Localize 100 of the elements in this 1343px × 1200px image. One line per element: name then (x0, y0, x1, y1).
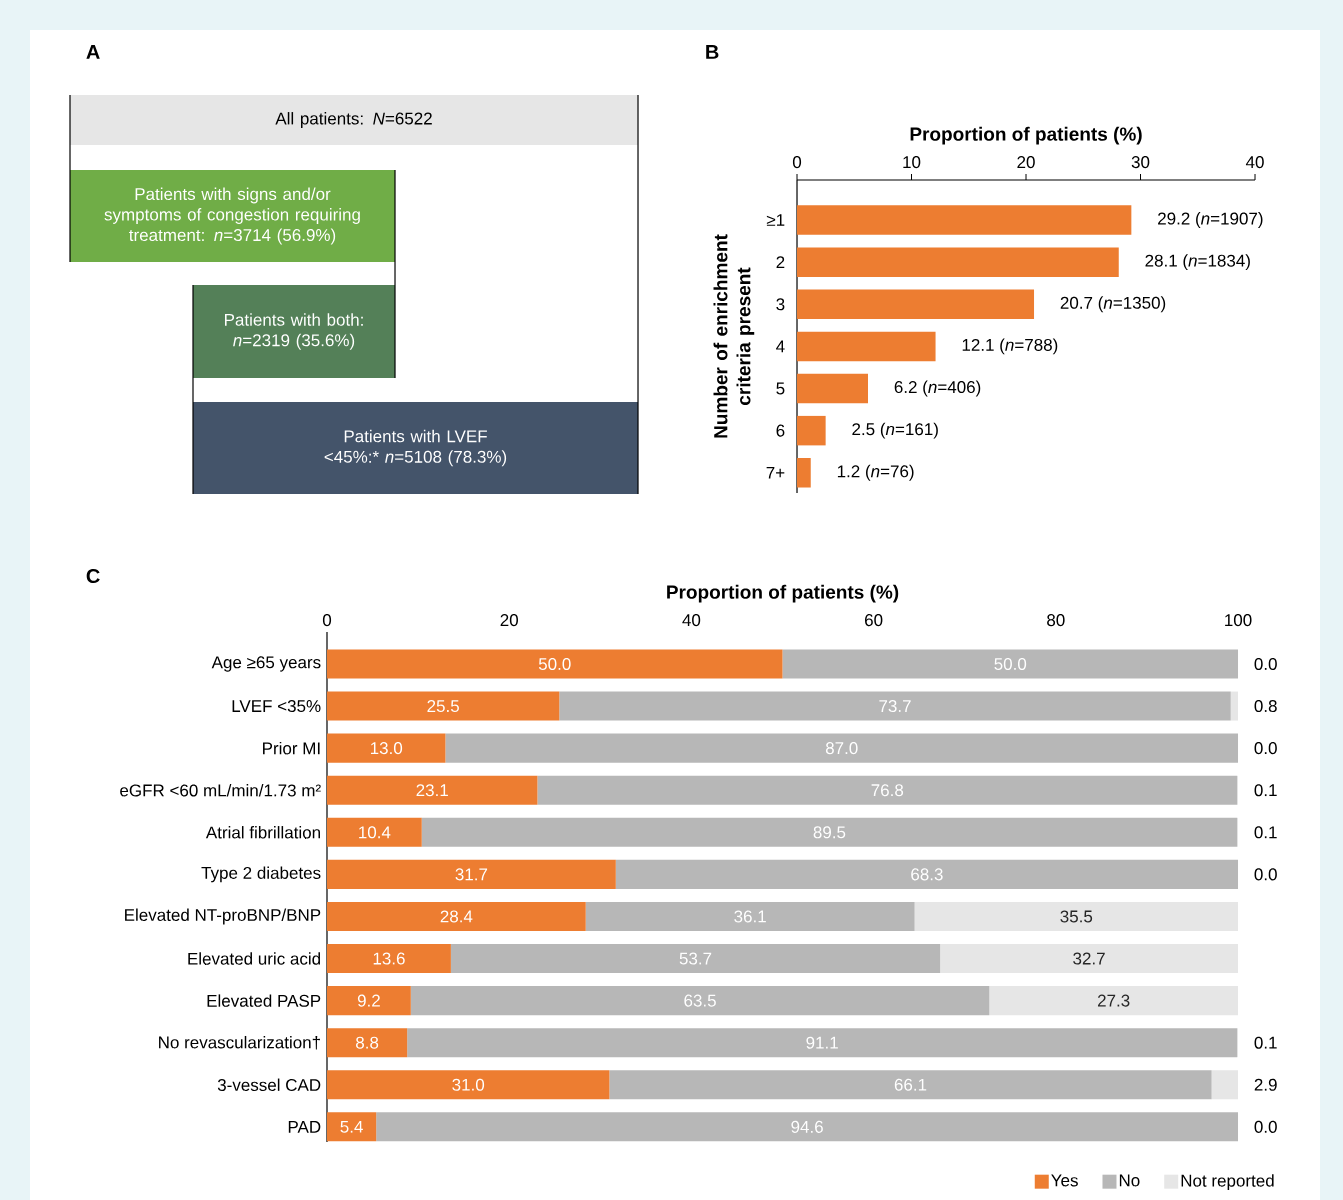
text: Patients with both: n=2319 (35.6%) (225, 313, 363, 350)
bar (940, 944, 1239, 974)
y-tick-label: Age ≥65 years (211, 656, 321, 672)
x-axis-title: Proportion of patients (%) (910, 126, 1142, 145)
data-label: 31.0 (452, 1078, 485, 1091)
data-label: 66.1 (894, 1078, 927, 1091)
bar (1211, 1070, 1239, 1100)
bar (609, 1070, 1212, 1100)
bar (797, 331, 936, 362)
bar (797, 247, 1119, 277)
y-tick-label: 4 (776, 340, 785, 353)
bar (407, 1028, 1238, 1058)
bar (327, 944, 451, 974)
x-tick-label: 30 (1131, 156, 1150, 169)
x-tick-label: 0 (322, 614, 332, 627)
bar (327, 649, 783, 679)
y-tick-label: Atrial fibrillation (205, 826, 320, 839)
data-label: 36.1 (734, 910, 766, 923)
data-label: 0.1 (1254, 784, 1277, 797)
x-tick-label: 20 (1017, 156, 1035, 169)
data-label: 12.1 (n=788) (962, 338, 1058, 355)
text: Patients with LVEF <45%:* n=5108 (78.3%) (324, 429, 507, 467)
bar (327, 1112, 377, 1142)
data-label: 25.5 (427, 700, 459, 713)
data-label: 0.0 (1254, 742, 1277, 755)
y-tick-label: Prior MI (263, 741, 320, 755)
data-label: 2.9 (1254, 1078, 1277, 1091)
bar (327, 859, 616, 889)
data-label: 13.0 (370, 742, 403, 755)
y-tick-label: No revascularization† (159, 1035, 320, 1050)
text: C (86, 568, 100, 584)
data-label: 8.8 (356, 1036, 379, 1049)
data-label: 50.0 (538, 657, 571, 670)
y-tick-label: Type 2 diabetes (201, 866, 321, 883)
bar (376, 1112, 1239, 1142)
data-label: 87.0 (825, 742, 858, 755)
data-label: 73.7 (879, 700, 911, 713)
y-tick-label: Elevated NT-proBNP/BNP (125, 908, 321, 925)
y-tick-label: PAD (288, 1121, 321, 1133)
data-label: 89.5 (813, 826, 846, 839)
bar (327, 775, 538, 805)
y-tick-label: 7+ (766, 466, 785, 479)
data-label: 2.5 (n=161) (852, 422, 938, 439)
bar (914, 901, 1239, 931)
bar (797, 373, 868, 404)
data-label: 50.0 (994, 657, 1027, 670)
x-tick-label: 0 (792, 156, 802, 169)
x-tick-label: 10 (903, 156, 921, 169)
data-label: 31.7 (455, 868, 488, 881)
chart-title: B (706, 45, 719, 59)
data-label: 27.3 (1097, 994, 1130, 1007)
y-tick-label: ≥1 (766, 214, 785, 226)
data-label: 68.3 (911, 868, 943, 881)
bar (327, 1070, 610, 1100)
data-label: 0.0 (1254, 868, 1277, 881)
data-label: 6.2 (n=406) (894, 380, 981, 397)
legend-label: Yes (1051, 1174, 1078, 1187)
data-label: 94.6 (791, 1120, 823, 1133)
text: All patients: N=6522 (275, 112, 432, 128)
bar (782, 649, 1239, 679)
data-label: 5.4 (340, 1120, 363, 1133)
legend-label: No (1119, 1174, 1140, 1187)
data-label: 0.1 (1254, 1036, 1277, 1049)
y-tick-label: Elevated PASP (207, 994, 321, 1007)
bar (327, 733, 446, 763)
y-tick-label: eGFR <60 mL/min/1.73 m² (120, 783, 321, 797)
bar (797, 415, 826, 446)
x-tick-label: 20 (500, 614, 518, 627)
data-label: 23.1 (416, 784, 448, 797)
bar (797, 205, 1132, 235)
x-tick-label: 100 (1225, 614, 1252, 627)
bar (410, 986, 990, 1016)
data-label: 9.2 (357, 994, 380, 1007)
bar (421, 817, 1238, 847)
data-label: 13.6 (373, 952, 405, 965)
data-label: 76.8 (871, 784, 904, 797)
data-label: 32.7 (1073, 952, 1105, 965)
bar (445, 733, 1239, 763)
data-label: 28.4 (440, 910, 473, 923)
data-label: 10.4 (359, 826, 391, 839)
bar (1230, 691, 1239, 721)
y-tick-label: 2 (776, 256, 785, 269)
bar (327, 986, 411, 1016)
data-label: 35.5 (1060, 910, 1093, 923)
bar (537, 775, 1238, 805)
data-label: 0.1 (1254, 826, 1277, 839)
x-tick-label: 40 (682, 614, 701, 627)
data-label: 63.5 (684, 994, 716, 1007)
y-tick-label: LVEF <35% (232, 700, 321, 713)
bar (797, 458, 811, 488)
y-axis-title: Number of enrichment criteria present (713, 234, 755, 438)
bar (327, 1028, 408, 1058)
y-tick-label: 6 (776, 424, 785, 437)
bar (989, 986, 1239, 1016)
bar (450, 944, 941, 974)
data-label: 53.7 (679, 952, 712, 965)
data-label: 20.7 (n=1350) (1060, 296, 1166, 313)
bar (327, 691, 560, 721)
y-tick-label: 5 (776, 382, 785, 395)
bar (797, 289, 1035, 320)
